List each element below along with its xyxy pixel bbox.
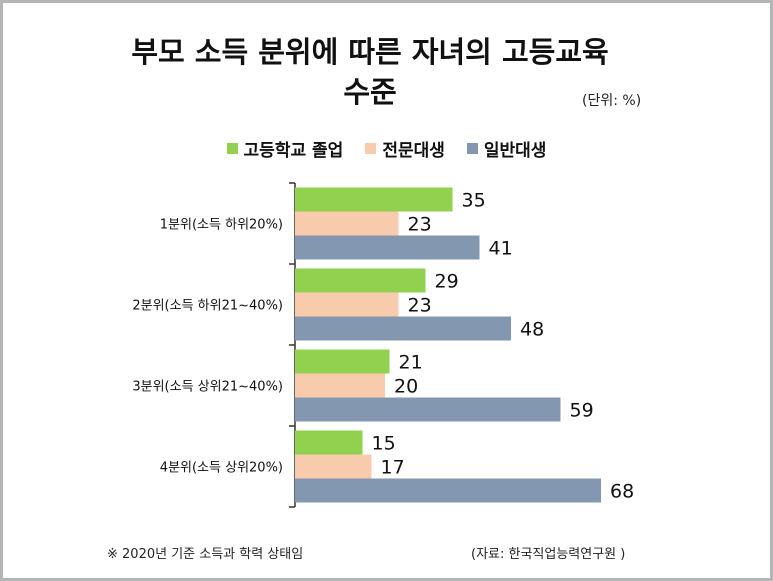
bar-highschool — [295, 349, 390, 374]
bar-university — [295, 235, 480, 260]
data-label-university: 59 — [570, 400, 594, 422]
bar-college — [295, 292, 399, 317]
footnote: ※ 2020년 기준 소득과 학력 상태임 — [107, 547, 304, 562]
data-label-college: 17 — [381, 457, 405, 479]
bar-college — [295, 373, 385, 398]
category-label: 4분위(소득 상위20%) — [160, 461, 283, 476]
chart-title-line-2: 수준 — [343, 75, 397, 109]
bar-university — [295, 478, 601, 503]
bar-highschool — [295, 268, 426, 293]
bar-university — [295, 397, 561, 422]
category-label: 3분위(소득 상위21~40%) — [132, 380, 283, 395]
data-label-university: 68 — [610, 481, 634, 503]
legend-label-university: 일반대생 — [483, 141, 547, 161]
bar-college — [295, 454, 372, 479]
source-note: (자료: 한국직업능력연구원 ) — [471, 547, 626, 562]
data-label-highschool: 15 — [372, 433, 396, 455]
legend-label-college: 전문대생 — [382, 141, 445, 161]
data-label-college: 23 — [408, 214, 432, 236]
legend: 고등학교 졸업 전문대생 일반대생 — [0, 136, 773, 161]
legend-label-highschool: 고등학교 졸업 — [243, 141, 344, 161]
unit-label: (단위: %) — [582, 93, 642, 109]
bar-university — [295, 316, 511, 341]
legend-item-college: 전문대생 — [365, 136, 445, 161]
data-label-college: 20 — [394, 376, 418, 398]
chart-title-line-1: 부모 소득 분위에 따른 자녀의 고등교육 — [131, 35, 609, 69]
category-label: 2분위(소득 하위21~40%) — [132, 299, 283, 314]
data-label-highschool: 21 — [399, 352, 423, 374]
legend-item-university: 일반대생 — [466, 136, 547, 161]
legend-item-highschool: 고등학교 졸업 — [226, 136, 344, 161]
data-label-college: 23 — [408, 295, 432, 317]
data-label-highschool: 35 — [462, 190, 486, 212]
legend-swatch-college — [365, 143, 377, 154]
category-label: 1분위(소득 하위20%) — [160, 218, 283, 233]
legend-swatch-highschool — [226, 143, 238, 154]
bar-highschool — [295, 430, 363, 455]
chart-title: 부모 소득 분위에 따른 자녀의 고등교육 수준 — [40, 32, 700, 112]
data-label-highschool: 29 — [435, 271, 459, 293]
data-label-university: 48 — [520, 319, 544, 341]
data-label-university: 41 — [489, 238, 513, 260]
legend-swatch-university — [466, 143, 478, 154]
bar-college — [295, 211, 399, 236]
bar-highschool — [295, 187, 453, 212]
